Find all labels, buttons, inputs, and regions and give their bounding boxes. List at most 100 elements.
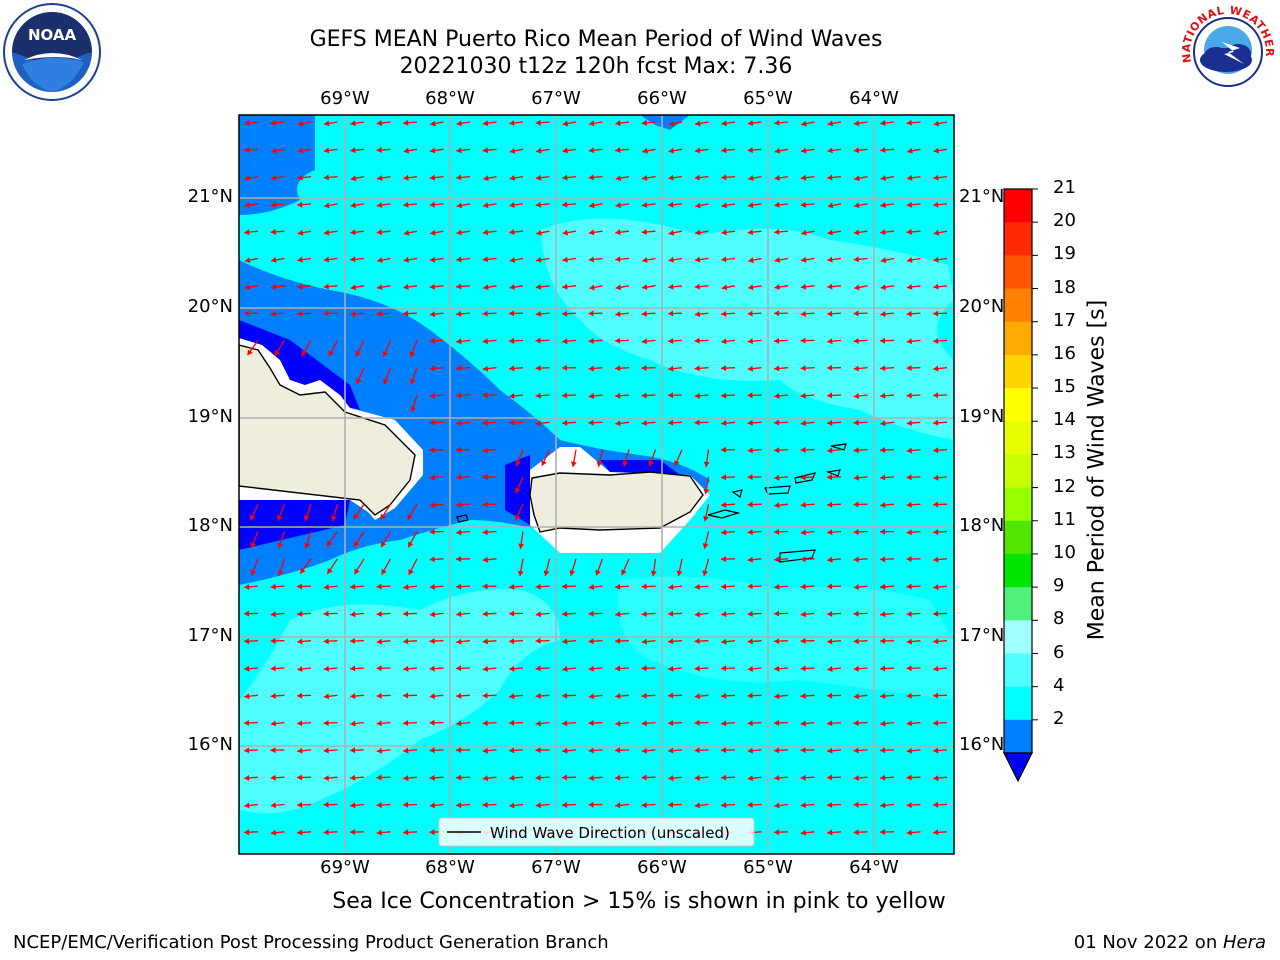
wind-wave-arrow — [747, 720, 762, 727]
wind-wave-arrow — [695, 202, 709, 209]
wind-wave-arrow — [800, 502, 815, 508]
wind-wave-arrow — [456, 120, 471, 127]
wind-wave-arrow — [621, 558, 630, 576]
wind-wave-arrow — [482, 338, 497, 345]
wind-wave-arrow — [535, 311, 550, 317]
wind-wave-arrow — [721, 583, 736, 590]
wind-wave-arrow — [827, 611, 842, 617]
wind-wave-arrow — [933, 365, 948, 372]
wind-wave-arrow — [323, 610, 338, 617]
wind-wave-arrow — [933, 338, 948, 344]
wind-wave-arrow — [906, 583, 921, 590]
wind-wave-arrow — [615, 693, 630, 699]
wind-wave-arrow — [323, 174, 338, 181]
colorbar-tick-label: 15 — [1053, 376, 1076, 398]
colorbar-tick-label: 9 — [1053, 575, 1065, 597]
wind-wave-arrow — [853, 801, 868, 808]
wind-wave-arrow — [853, 529, 868, 535]
wind-wave-arrow — [456, 392, 471, 399]
wind-wave-arrow — [800, 256, 815, 263]
wind-wave-arrow — [482, 365, 497, 372]
wind-wave-arrow — [694, 147, 709, 154]
wind-wave-arrow — [376, 611, 391, 617]
wind-wave-arrow — [482, 229, 497, 236]
wind-wave-arrow — [403, 256, 418, 263]
wind-wave-arrow — [541, 449, 551, 467]
colorbar-segment — [1004, 620, 1032, 654]
wind-wave-arrow — [721, 420, 736, 427]
wind-wave-arrow — [853, 638, 868, 645]
wind-wave-arrow — [297, 147, 312, 154]
wind-wave-arrow — [668, 283, 683, 290]
wind-wave-arrow — [588, 229, 603, 236]
wind-wave-arrow — [562, 310, 577, 317]
wind-wave-arrow — [800, 365, 815, 372]
wind-wave-arrow — [482, 720, 497, 727]
wind-wave-arrow — [721, 392, 736, 399]
wind-wave-arrow — [933, 720, 948, 727]
wind-wave-arrow — [482, 120, 497, 127]
wind-wave-arrow — [456, 720, 471, 727]
wave-period-zone-6-8-south — [240, 589, 560, 814]
wind-wave-arrow — [721, 310, 736, 317]
wind-wave-arrow — [906, 447, 921, 454]
wind-wave-arrow — [244, 775, 259, 781]
wind-wave-arrow — [853, 419, 868, 426]
wind-wave-arrow — [694, 719, 709, 726]
wind-wave-arrow — [774, 119, 789, 126]
wind-wave-arrow — [721, 802, 736, 809]
wind-wave-arrow — [297, 802, 312, 808]
wind-wave-arrow — [827, 283, 842, 290]
wind-wave-arrow — [403, 829, 418, 836]
wind-wave-arrow — [774, 502, 789, 509]
wind-wave-arrow — [774, 584, 789, 590]
wind-wave-arrow — [747, 474, 762, 481]
wind-wave-arrow — [509, 229, 524, 235]
wind-wave-arrow — [297, 174, 312, 181]
wind-wave-arrow — [482, 447, 497, 454]
wind-wave-arrow — [720, 365, 736, 372]
colorbar-tick-label: 8 — [1053, 608, 1065, 630]
wind-wave-arrow — [853, 365, 868, 372]
wind-wave-arrow — [668, 584, 683, 591]
wind-wave-arrow — [535, 147, 550, 154]
wind-wave-arrow — [243, 829, 259, 836]
wind-wave-arrow — [800, 637, 815, 644]
colorbar-tick-label: 11 — [1053, 508, 1076, 530]
wind-wave-arrow — [482, 310, 497, 317]
wind-wave-arrow — [906, 284, 921, 290]
wind-wave-arrow — [535, 774, 550, 781]
wind-wave-arrow — [456, 229, 471, 236]
wind-wave-arrow — [456, 692, 471, 699]
wind-wave-arrow — [349, 638, 365, 644]
wind-wave-arrow — [906, 638, 921, 645]
wind-wave-arrow — [615, 120, 630, 127]
wind-wave-arrow — [535, 256, 550, 263]
wind-wave-arrow — [880, 802, 895, 809]
wind-wave-arrow — [933, 829, 948, 836]
nws-logo: NATIONAL WEATHER SERVICE — [1173, 0, 1278, 102]
wind-wave-arrow — [721, 501, 736, 508]
wind-wave-arrow — [323, 801, 338, 808]
wind-wave-arrow — [588, 693, 603, 700]
wind-wave-arrow — [562, 720, 577, 727]
wind-wave-arrow — [774, 665, 789, 672]
wind-wave-arrow — [429, 719, 444, 726]
wind-wave-arrow — [509, 284, 524, 290]
wind-wave-arrow — [667, 692, 683, 699]
wind-wave-arrow — [429, 802, 444, 809]
wind-wave-arrow — [827, 747, 842, 754]
lon-label-bottom: 66°W — [637, 857, 687, 878]
wind-wave-arrow — [933, 775, 948, 782]
wind-wave-arrow — [800, 556, 815, 563]
wind-wave-arrow — [747, 392, 762, 399]
wind-wave-arrow — [880, 229, 895, 236]
wind-wave-arrow — [933, 310, 948, 317]
wind-wave-arrow — [694, 693, 709, 700]
wind-wave-arrow — [409, 340, 418, 358]
wind-wave-arrow — [326, 531, 339, 547]
wind-wave-arrow — [827, 174, 842, 181]
colorbar-segment — [1004, 520, 1032, 555]
wind-wave-arrow — [456, 583, 471, 590]
wind-wave-arrow — [561, 583, 577, 590]
